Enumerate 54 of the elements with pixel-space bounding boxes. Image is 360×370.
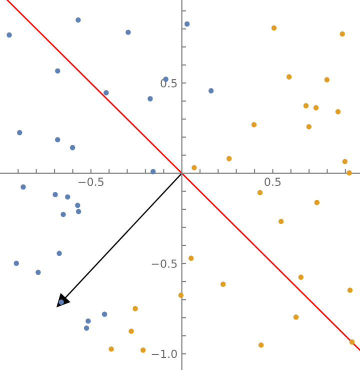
point <box>36 270 41 275</box>
point <box>55 68 60 74</box>
point <box>126 30 131 35</box>
point <box>251 122 257 128</box>
y-tick-label: −0.5 <box>152 259 177 268</box>
point <box>314 200 320 206</box>
point <box>17 130 22 136</box>
point <box>342 158 348 164</box>
point <box>60 212 66 218</box>
point <box>104 90 109 96</box>
point <box>140 348 146 353</box>
point <box>324 77 330 82</box>
point <box>55 137 60 142</box>
point <box>278 218 284 224</box>
point <box>208 88 214 94</box>
point <box>306 124 312 130</box>
point <box>65 194 70 200</box>
point <box>6 32 12 38</box>
point <box>14 260 19 266</box>
point <box>56 250 62 256</box>
point <box>128 328 134 334</box>
point <box>346 170 352 176</box>
point <box>76 208 82 214</box>
point <box>70 145 76 150</box>
point <box>150 169 156 174</box>
point <box>52 192 58 198</box>
point <box>102 312 108 317</box>
point <box>192 165 197 170</box>
point <box>108 346 114 352</box>
point <box>84 326 90 331</box>
point <box>271 25 277 31</box>
point <box>184 21 190 27</box>
point <box>20 184 26 190</box>
point <box>86 318 91 324</box>
point <box>132 306 138 312</box>
point <box>349 339 355 345</box>
y-tick-label: −1.0 <box>152 350 177 358</box>
point <box>257 190 263 196</box>
point <box>178 292 184 298</box>
point <box>335 109 341 114</box>
point <box>347 288 353 293</box>
point <box>313 105 319 110</box>
point <box>76 17 81 23</box>
point <box>303 103 309 108</box>
point <box>286 74 292 80</box>
point <box>293 314 299 320</box>
point <box>220 282 226 287</box>
point <box>340 31 345 37</box>
point <box>75 202 80 208</box>
point <box>258 342 264 348</box>
point <box>148 96 153 102</box>
point <box>226 156 232 162</box>
point <box>188 256 194 261</box>
point <box>298 274 304 280</box>
